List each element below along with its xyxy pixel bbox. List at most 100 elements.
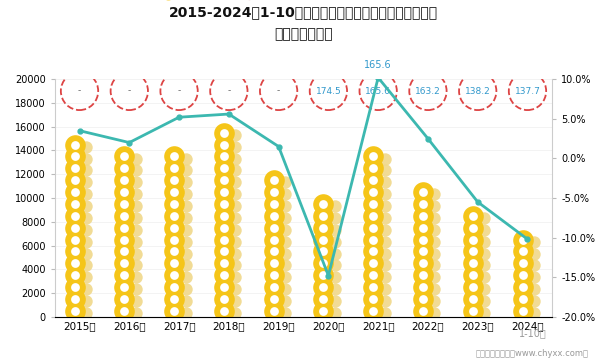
Point (169, 296, 179, 302)
Point (468, 272, 478, 278)
Point (219, 296, 229, 302)
Point (169, 308, 179, 314)
Point (219, 201, 229, 207)
Point (330, 251, 340, 256)
Point (120, 177, 129, 183)
Point (418, 296, 428, 302)
Point (169, 225, 179, 230)
Point (368, 237, 378, 243)
Point (430, 215, 439, 221)
Point (81, 286, 91, 292)
Point (529, 251, 539, 256)
Point (468, 284, 478, 290)
Point (468, 248, 478, 254)
Point (269, 225, 279, 230)
Point (81, 298, 91, 304)
Point (231, 132, 240, 138)
Point (131, 179, 141, 185)
Point (269, 272, 279, 278)
Point (529, 286, 539, 292)
Point (368, 261, 378, 266)
Point (430, 239, 439, 244)
Point (418, 189, 428, 195)
Point (418, 284, 428, 290)
Point (120, 189, 129, 195)
Point (319, 213, 328, 219)
Point (169, 261, 179, 266)
Point (280, 191, 290, 197)
Point (430, 310, 439, 316)
Point (269, 248, 279, 254)
Point (380, 262, 390, 268)
Point (231, 203, 240, 209)
Point (319, 296, 328, 302)
Point (120, 201, 129, 207)
Point (468, 296, 478, 302)
Point (81, 191, 91, 197)
Point (380, 239, 390, 244)
Point (169, 284, 179, 290)
Point (219, 284, 229, 290)
Point (468, 225, 478, 230)
Point (418, 201, 428, 207)
Point (368, 272, 378, 278)
Point (529, 239, 539, 244)
Point (468, 296, 478, 302)
Point (181, 251, 191, 256)
Point (280, 286, 290, 292)
Point (219, 189, 229, 195)
Text: 制图：智妆咋询（www.chyxx.com）: 制图：智妆咋询（www.chyxx.com） (476, 349, 589, 358)
Point (219, 284, 229, 290)
Point (70, 284, 80, 290)
Point (418, 237, 428, 243)
Text: 165.6: 165.6 (364, 60, 392, 70)
Point (120, 153, 129, 159)
Point (380, 191, 390, 197)
Point (480, 286, 489, 292)
Point (319, 248, 328, 254)
Point (169, 201, 179, 207)
Point (120, 225, 129, 230)
Point (280, 262, 290, 268)
Point (380, 156, 390, 161)
Point (319, 225, 328, 230)
Point (120, 165, 129, 171)
Point (81, 239, 91, 244)
Point (169, 189, 179, 195)
Point (70, 225, 80, 230)
Point (120, 165, 129, 171)
Point (131, 203, 141, 209)
Point (219, 177, 229, 183)
Point (368, 165, 378, 171)
Point (468, 248, 478, 254)
Point (169, 225, 179, 230)
Point (120, 213, 129, 219)
Point (269, 248, 279, 254)
Point (70, 261, 80, 266)
Point (219, 225, 229, 230)
Point (418, 296, 428, 302)
Point (120, 272, 129, 278)
Point (231, 156, 240, 161)
Point (319, 272, 328, 278)
Point (120, 189, 129, 195)
Point (70, 189, 80, 195)
Point (319, 201, 328, 207)
Point (518, 296, 527, 302)
Point (430, 286, 439, 292)
Point (169, 248, 179, 254)
Point (120, 213, 129, 219)
Point (181, 191, 191, 197)
Point (231, 274, 240, 280)
Point (219, 130, 229, 135)
Point (418, 308, 428, 314)
Point (131, 215, 141, 221)
Point (480, 239, 489, 244)
Point (120, 237, 129, 243)
Point (169, 296, 179, 302)
Point (181, 286, 191, 292)
Point (70, 201, 80, 207)
Point (219, 248, 229, 254)
Point (269, 177, 279, 183)
Point (169, 213, 179, 219)
